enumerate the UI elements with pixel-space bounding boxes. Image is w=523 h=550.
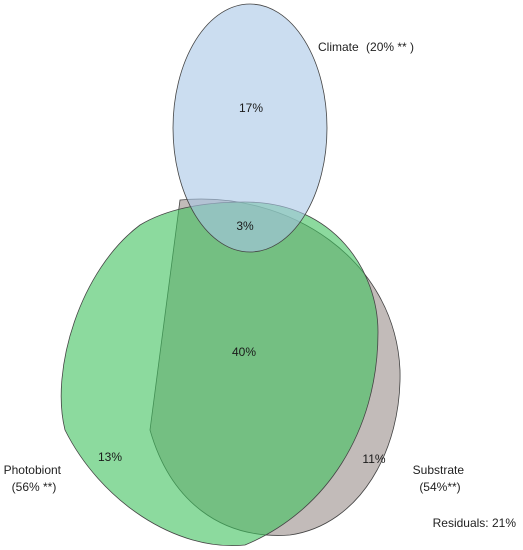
substrate-stat: (54%**) (419, 480, 460, 494)
residuals-label: Residuals: 21% (433, 516, 517, 530)
climate-only-value: 17% (239, 101, 263, 115)
photobiont-name: Photobiont (4, 463, 62, 477)
substrate-label: Substrate (54%**) (413, 463, 468, 494)
climate-set (172, 3, 328, 253)
photobiont-label: Photobiont (56% **) (4, 463, 65, 494)
substrate-name: Substrate (413, 463, 465, 477)
substrate-only-value: 11% (362, 452, 385, 466)
photobiont-only-value: 13% (98, 450, 122, 464)
climate-name: Climate (318, 40, 359, 54)
climate-stat: (20% ** ) (366, 40, 414, 54)
photobiont-stat: (56% **) (12, 480, 57, 494)
climate-label: Climate (20% ** ) (318, 40, 414, 54)
photobiont-set (60, 201, 379, 547)
triple-overlap-value: 3% (236, 219, 254, 233)
photobiont-substrate-value: 40% (232, 345, 256, 359)
